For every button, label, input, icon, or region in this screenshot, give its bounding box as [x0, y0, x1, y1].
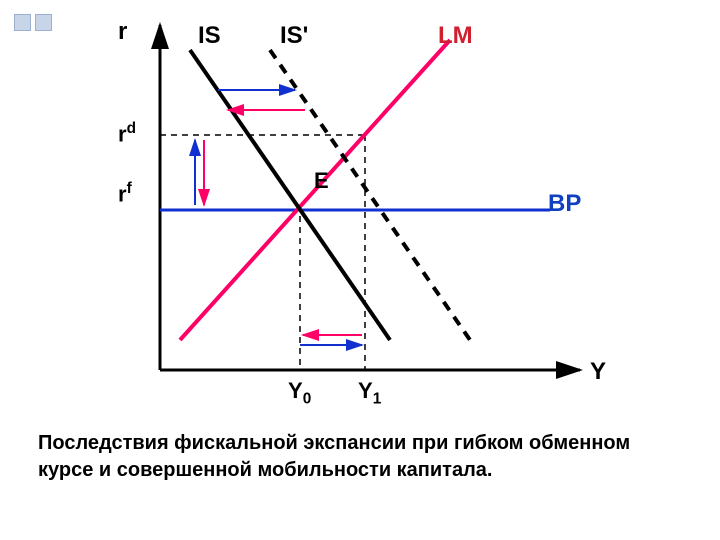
label-e: E [314, 168, 329, 194]
label-y-axis: Y [590, 358, 606, 386]
label-y0: Y0 [288, 378, 311, 408]
label-lm: LM [438, 22, 473, 50]
caption-text: Последствия фискальной экспансии при гиб… [38, 430, 682, 484]
chart-svg [100, 10, 620, 420]
label-bp: BP [548, 190, 581, 218]
label-is-prime: IS' [280, 22, 308, 50]
label-y1: Y1 [358, 378, 381, 408]
label-is: IS [198, 22, 221, 50]
label-r: r [118, 18, 127, 46]
label-rf: rf [118, 180, 132, 207]
label-rd: rd [118, 120, 136, 147]
slide-bullets [14, 14, 56, 36]
is-lm-bp-chart: r IS IS' LM BP Y rd rf E Y0 Y1 [100, 10, 620, 420]
